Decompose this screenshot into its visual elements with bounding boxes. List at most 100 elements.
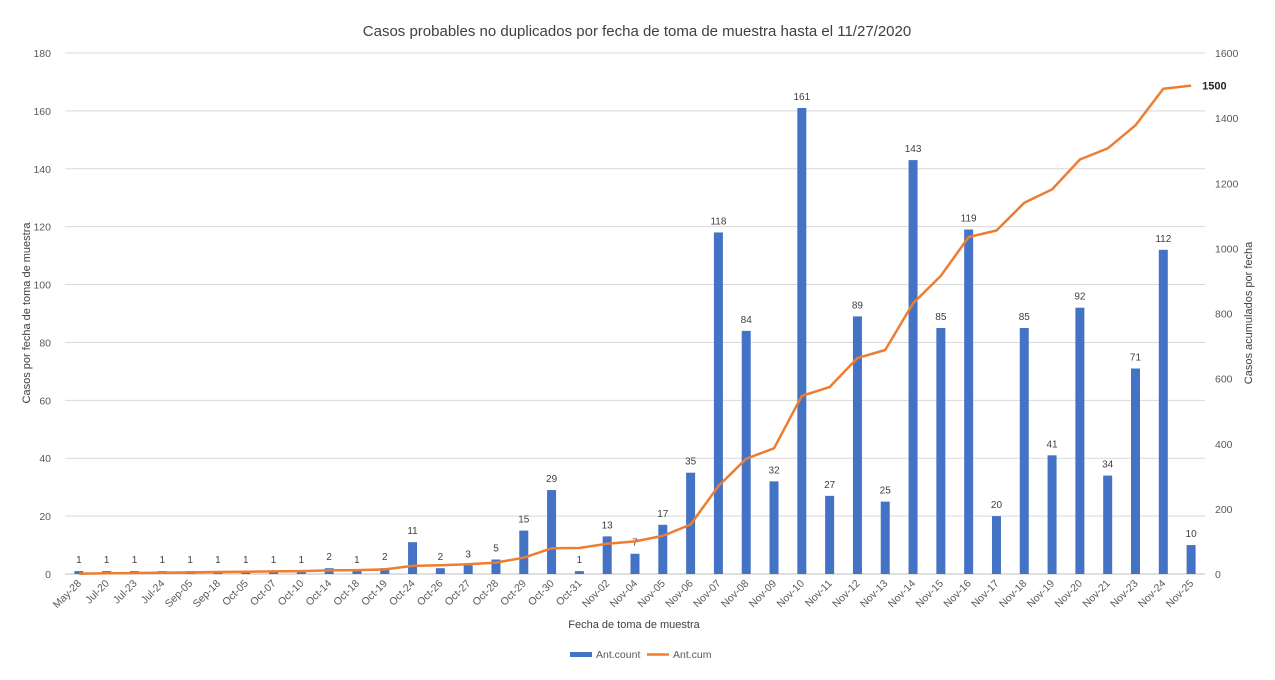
- bar-value-label: 15: [518, 515, 530, 526]
- bar-value-label: 84: [741, 315, 753, 326]
- bar-value-label: 1: [215, 555, 221, 566]
- bar-value-label: 41: [1047, 439, 1059, 450]
- x-tick-label: Oct-27: [443, 578, 474, 609]
- bar-value-label: 1: [271, 555, 277, 566]
- y2-tick-label: 400: [1215, 439, 1233, 451]
- x-tick-label: Nov-15: [914, 578, 947, 611]
- bar-value-label: 143: [905, 144, 922, 155]
- x-tick-label: Jul-23: [111, 578, 140, 607]
- bar: [1130, 368, 1140, 574]
- left-axis: 0 20 40 60 80 100 120 140 160 180: [33, 48, 51, 581]
- x-tick-label: Jul-20: [83, 578, 112, 607]
- bar: [491, 559, 501, 574]
- bar: [769, 481, 779, 574]
- line-end-label: 1500: [1202, 81, 1226, 93]
- y-tick-label: 40: [39, 453, 51, 465]
- x-tick-label: May-28: [51, 578, 84, 611]
- bar-value-label: 112: [1155, 234, 1171, 245]
- bar: [408, 542, 418, 574]
- bar: [964, 229, 974, 575]
- y-tick-label: 160: [33, 106, 51, 118]
- bar: [602, 536, 612, 574]
- y2-tick-label: 1000: [1215, 243, 1239, 255]
- bar: [797, 107, 807, 574]
- bar-value-label: 89: [852, 300, 864, 311]
- bar-value-label: 10: [1186, 529, 1198, 540]
- x-tick-label: Nov-04: [608, 578, 641, 611]
- bar-value-label: 11: [407, 526, 418, 537]
- bar: [880, 501, 890, 574]
- x-tick-label: Nov-21: [1080, 578, 1113, 611]
- bar: [1103, 475, 1113, 574]
- y-tick-label: 180: [33, 48, 51, 60]
- x-tick-label: Sep-18: [191, 578, 224, 611]
- bar-value-label: 71: [1130, 352, 1142, 363]
- bar: [991, 516, 1001, 574]
- x-tick-label: Oct-10: [276, 578, 307, 609]
- y2-tick-label: 1600: [1215, 48, 1239, 60]
- bar-value-label: 1: [354, 555, 360, 566]
- bar-value-label: 1: [76, 555, 82, 566]
- bar: [825, 495, 835, 574]
- bar-value-label: 32: [768, 465, 780, 476]
- x-tick-label: Nov-14: [886, 578, 919, 611]
- bar-value-label: 161: [793, 92, 810, 103]
- x-tick-label: Oct-24: [387, 578, 418, 609]
- x-tick-label: Nov-08: [719, 578, 752, 611]
- x-tick-label: Oct-18: [331, 578, 362, 609]
- bar-value-label: 3: [465, 549, 471, 560]
- x-tick-label: Oct-19: [359, 578, 390, 609]
- x-tick-label: Oct-31: [554, 578, 585, 609]
- bar: [547, 490, 557, 574]
- bar-value-label: 119: [961, 214, 977, 225]
- bar-value-label: 13: [602, 520, 614, 531]
- bar: [630, 553, 640, 574]
- x-tick-label: Oct-30: [526, 578, 557, 609]
- bar-value-label: 27: [824, 480, 836, 491]
- x-tick-label: Nov-05: [635, 578, 668, 611]
- bar: [463, 565, 473, 574]
- bar: [1047, 455, 1057, 574]
- bar-value-label: 34: [1102, 460, 1114, 471]
- x-tick-label: Oct-05: [220, 578, 251, 609]
- bar-value-label: 1: [577, 555, 583, 566]
- y-tick-label: 120: [33, 222, 51, 234]
- bar: [658, 524, 668, 574]
- bar-value-label: 5: [493, 544, 499, 555]
- legend-bar-label: Ant.count: [596, 649, 640, 661]
- x-tick-label: Nov-07: [691, 578, 724, 611]
- x-tick-label: Oct-28: [470, 578, 501, 609]
- y2-tick-label: 1200: [1215, 178, 1239, 190]
- x-tick-label: Nov-10: [775, 578, 808, 611]
- x-tick-label: Nov-17: [969, 578, 1002, 611]
- x-tick-label: Sep-05: [163, 578, 196, 611]
- bar-value-label: 2: [326, 552, 332, 563]
- x-tick-label: Nov-25: [1164, 578, 1197, 611]
- x-axis-title: Fecha de toma de muestra: [568, 619, 700, 631]
- bar-value-label: 1: [299, 555, 305, 566]
- bar: [352, 571, 362, 574]
- bar-value-label: 118: [710, 216, 726, 227]
- y-tick-label: 20: [39, 511, 51, 523]
- bar-value-label: 17: [657, 509, 669, 520]
- legend-line-label: Ant.cum: [673, 649, 712, 661]
- bar-value-label: 20: [991, 500, 1003, 511]
- line-series: 1500: [78, 81, 1227, 575]
- x-tick-label: Oct-14: [303, 578, 334, 609]
- bar: [713, 232, 723, 574]
- x-tick-label: Oct-07: [248, 578, 279, 609]
- bar: [936, 327, 946, 574]
- bar-value-label: 35: [685, 457, 697, 468]
- y2-tick-label: 0: [1215, 569, 1221, 581]
- bar: [1019, 327, 1029, 574]
- x-axis: May-28 Jul-20 Jul-23 Jul-24Sep-05Sep-18Oct-…: [51, 578, 1197, 611]
- legend-bar-swatch: [570, 652, 592, 657]
- x-tick-label: Nov-13: [858, 578, 891, 611]
- bar-value-label: 85: [935, 312, 947, 323]
- y2-tick-label: 600: [1215, 374, 1233, 386]
- x-tick-label: Nov-09: [747, 578, 780, 611]
- y2-tick-label: 1400: [1215, 113, 1239, 125]
- bar-value-label: 1: [104, 555, 110, 566]
